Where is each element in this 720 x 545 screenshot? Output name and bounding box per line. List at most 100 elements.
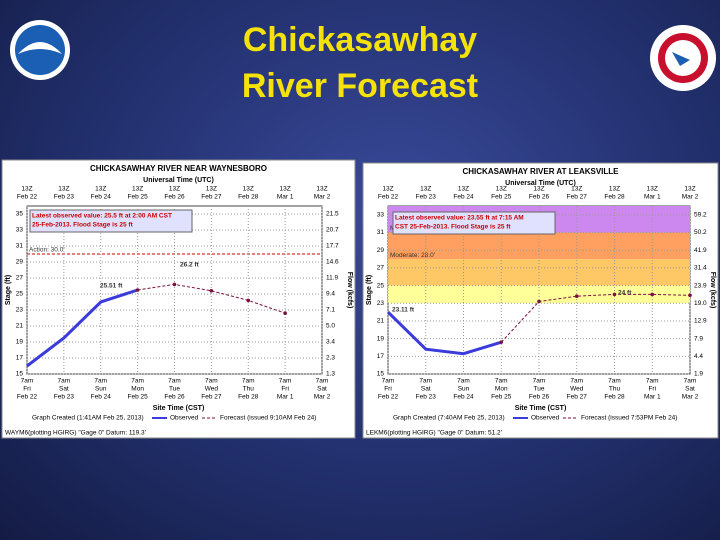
y-tick-label: 27 xyxy=(16,275,24,282)
chart-title: CHICKASAWHAY RIVER NEAR WAYNESBORO xyxy=(90,164,267,173)
x-tick-label: Feb 27 xyxy=(567,394,588,401)
series-line xyxy=(26,288,139,368)
utc-label: 13Z xyxy=(316,186,327,193)
y2-tick-label: 12.9 xyxy=(694,318,707,325)
x-hour: 7am xyxy=(94,378,107,385)
x-weekday: Sat xyxy=(421,386,431,393)
x-weekday: Sun xyxy=(95,386,107,393)
x-weekday: Mon xyxy=(495,386,508,393)
y2-tick-label: 41.9 xyxy=(694,247,707,254)
utc-date: Feb 23 xyxy=(54,194,75,201)
x-weekday: Wed xyxy=(570,386,584,393)
forecast-point xyxy=(537,299,541,304)
utc-label: 13Z xyxy=(243,186,254,193)
legend-label: Forecast (issued 9:10AM Feb 24) xyxy=(220,415,316,422)
x-weekday: Sat xyxy=(59,386,69,393)
x-weekday: Wed xyxy=(205,386,219,393)
y2-tick-label: 1.3 xyxy=(326,371,335,378)
x-tick-label: Feb 23 xyxy=(54,394,75,401)
annotation: 25.51 ft xyxy=(100,283,123,290)
x-tick-label: Feb 22 xyxy=(378,394,399,401)
utc-label: 13Z xyxy=(420,186,431,193)
utc-date: Mar 1 xyxy=(644,194,661,201)
utc-date: Mar 1 xyxy=(277,194,294,201)
utc-date: Feb 24 xyxy=(91,194,112,201)
y-tick-label: 33 xyxy=(377,212,385,219)
annotation: Latest observed value: 25.5 ft at 2:00 A… xyxy=(32,213,172,220)
utc-label: 13Z xyxy=(684,186,695,193)
x-hour: 7am xyxy=(646,378,659,385)
series-line xyxy=(500,293,691,343)
annotation-box xyxy=(29,209,193,233)
x-title-bottom: Site Time (CST) xyxy=(153,405,205,412)
y2-tick-label: 1.9 xyxy=(694,371,703,378)
y-tick-label: 27 xyxy=(377,265,385,272)
x-hour: 7am xyxy=(168,378,181,385)
utc-label: 13Z xyxy=(280,186,291,193)
x-tick-label: Feb 24 xyxy=(453,394,474,401)
y2-tick-label: 21.5 xyxy=(326,211,339,218)
utc-label: 13Z xyxy=(496,186,507,193)
series-line xyxy=(137,283,286,314)
x-hour: 7am xyxy=(58,378,71,385)
y-tick-label: 25 xyxy=(16,291,24,298)
y2-tick-label: 9.4 xyxy=(326,291,335,298)
x-weekday: Thu xyxy=(243,386,255,393)
x-tick-label: Mar 1 xyxy=(277,394,294,401)
forecast-point xyxy=(688,293,692,298)
y2-tick-label: 5.0 xyxy=(326,323,335,330)
y2-tick-label: 31.4 xyxy=(694,265,707,272)
y-axis-title: Stage (ft) xyxy=(366,275,373,305)
y-tick-label: 19 xyxy=(377,335,385,342)
forecast-point xyxy=(246,298,251,303)
created-note: Graph Created (1:41AM Feb 25, 2013) xyxy=(32,415,144,422)
x-hour: 7am xyxy=(242,378,255,385)
x-weekday: Sun xyxy=(458,386,470,393)
x-title-bottom: Site Time (CST) xyxy=(515,405,567,412)
y2-tick-label: 50.2 xyxy=(694,229,707,236)
utc-date: Feb 25 xyxy=(128,194,149,201)
x-hour: 7am xyxy=(533,378,546,385)
forecast-point xyxy=(209,289,214,293)
legend-label: Observed xyxy=(170,415,199,422)
y-tick-label: 17 xyxy=(377,353,385,360)
stage-label: Action: 30.0' xyxy=(29,247,65,254)
utc-date: Feb 22 xyxy=(378,194,399,201)
legend-label: Forecast (issued 7:53PM Feb 24) xyxy=(581,415,677,422)
x-weekday: Sat xyxy=(685,386,695,393)
x-weekday: Fri xyxy=(384,386,392,393)
y-tick-label: 25 xyxy=(377,282,385,289)
y-tick-label: 31 xyxy=(377,229,385,236)
x-tick-label: Feb 27 xyxy=(201,394,222,401)
x-weekday: Thu xyxy=(609,386,621,393)
y2-tick-label: 7.9 xyxy=(694,335,703,342)
forecast-point xyxy=(499,340,504,344)
x-hour: 7am xyxy=(316,378,329,385)
y-tick-label: 15 xyxy=(16,371,24,378)
y2-tick-label: 3.4 xyxy=(326,339,335,346)
x-tick-label: Mar 2 xyxy=(682,394,699,401)
slide-title: River Forecast xyxy=(242,67,478,105)
nws-logo xyxy=(650,25,716,91)
annotation: 24 ft xyxy=(618,290,632,297)
created-note: Graph Created (7:40AM Feb 25, 2013) xyxy=(393,415,505,422)
legend-label: Observed xyxy=(531,415,560,422)
y2-axis-title: Flow (kcfs) xyxy=(709,272,716,309)
slide-title: Chickasawhay xyxy=(243,21,477,59)
x-tick-label: Feb 26 xyxy=(529,394,550,401)
y2-tick-label: 23.9 xyxy=(694,282,707,289)
y-tick-label: 23 xyxy=(16,307,24,314)
x-title-top: Universal Time (UTC) xyxy=(143,177,214,184)
annotation: Latest observed value: 23.55 ft at 7:15 … xyxy=(395,215,524,222)
x-weekday: Fri xyxy=(23,386,31,393)
x-tick-label: Feb 22 xyxy=(17,394,38,401)
forecast-point xyxy=(135,288,140,292)
utc-date: Feb 23 xyxy=(416,194,437,201)
x-tick-label: Mar 2 xyxy=(314,394,331,401)
x-hour: 7am xyxy=(457,378,470,385)
utc-label: 13Z xyxy=(21,186,32,193)
forecast-point xyxy=(172,282,177,287)
datum-note: LEKM6(plotting HGIRG) "Gage 0" Datum: 51… xyxy=(366,430,502,437)
